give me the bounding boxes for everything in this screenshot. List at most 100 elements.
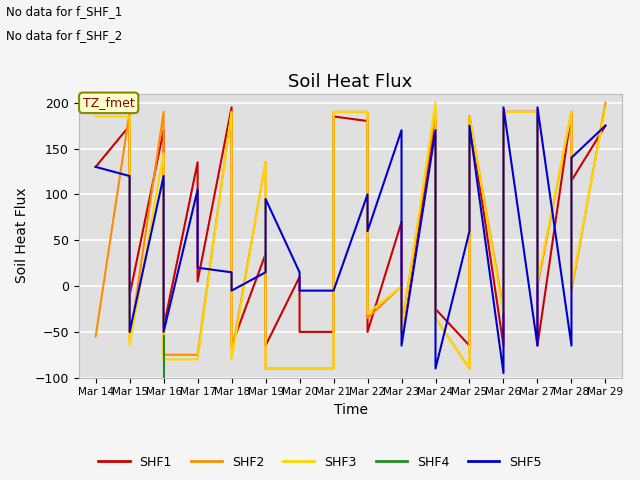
SHF1 xyxy=(534,109,541,115)
SHF3 xyxy=(126,114,134,120)
SHF5 xyxy=(126,173,134,179)
SHF5 xyxy=(262,196,269,202)
SHF2 xyxy=(262,159,269,165)
SHF5 xyxy=(466,228,474,234)
SHF5 xyxy=(330,288,337,293)
SHF1 xyxy=(568,109,575,115)
SHF1 xyxy=(397,329,405,335)
Text: TZ_fmet: TZ_fmet xyxy=(83,96,134,109)
SHF1 xyxy=(431,118,439,124)
SHF2 xyxy=(568,288,575,293)
SHF3 xyxy=(397,283,405,289)
SHF5 xyxy=(466,123,474,129)
SHF1 xyxy=(568,178,575,183)
SHF1 xyxy=(500,343,508,348)
SHF2 xyxy=(602,100,609,106)
SHF3 xyxy=(534,109,541,115)
Title: Soil Heat Flux: Soil Heat Flux xyxy=(289,72,413,91)
SHF2 xyxy=(92,334,99,339)
SHF3 xyxy=(364,311,371,316)
SHF2 xyxy=(194,352,202,358)
SHF1 xyxy=(126,292,134,298)
SHF1 xyxy=(262,251,269,257)
SHF1 xyxy=(534,343,541,348)
SHF1 xyxy=(431,306,439,312)
SHF3 xyxy=(431,315,439,321)
SHF2 xyxy=(262,366,269,372)
SHF2 xyxy=(500,109,508,115)
Line: SHF2: SHF2 xyxy=(95,103,605,369)
SHF1 xyxy=(228,343,236,348)
SHF3 xyxy=(500,311,508,316)
Line: SHF5: SHF5 xyxy=(95,108,605,373)
SHF3 xyxy=(397,329,405,335)
SHF5 xyxy=(431,366,439,372)
SHF3 xyxy=(160,357,168,362)
SHF2 xyxy=(160,352,168,358)
SHF2 xyxy=(466,366,474,372)
SHF5 xyxy=(431,127,439,133)
SHF5 xyxy=(296,269,303,275)
SHF3 xyxy=(296,366,303,372)
SHF2 xyxy=(568,109,575,115)
SHF2 xyxy=(534,283,541,289)
SHF1 xyxy=(92,164,99,170)
SHF2 xyxy=(228,109,236,115)
SHF5 xyxy=(330,288,337,293)
SHF1 xyxy=(364,329,371,335)
SHF3 xyxy=(194,357,202,362)
SHF5 xyxy=(160,173,168,179)
SHF5 xyxy=(228,288,236,293)
SHF1 xyxy=(296,329,303,335)
SHF5 xyxy=(534,343,541,348)
SHF5 xyxy=(126,329,134,335)
SHF3 xyxy=(296,366,303,372)
SHF5 xyxy=(500,370,508,376)
SHF2 xyxy=(397,283,405,289)
SHF2 xyxy=(431,109,439,115)
SHF1 xyxy=(194,159,202,165)
SHF2 xyxy=(500,306,508,312)
SHF3 xyxy=(228,109,236,115)
SHF1 xyxy=(397,219,405,225)
SHF1 xyxy=(262,343,269,348)
SHF1 xyxy=(160,127,168,133)
SHF5 xyxy=(500,105,508,110)
SHF1 xyxy=(466,343,474,348)
SHF2 xyxy=(228,352,236,358)
SHF5 xyxy=(397,127,405,133)
SHF1 xyxy=(466,114,474,120)
SHF2 xyxy=(296,366,303,372)
SHF5 xyxy=(228,269,236,275)
SHF3 xyxy=(160,150,168,156)
SHF2 xyxy=(330,366,337,372)
SHF4 xyxy=(160,334,168,339)
SHF3 xyxy=(466,114,474,120)
SHF5 xyxy=(160,329,168,335)
SHF2 xyxy=(126,338,134,344)
SHF5 xyxy=(194,265,202,271)
SHF3 xyxy=(602,105,609,110)
SHF4 xyxy=(160,375,168,381)
SHF2 xyxy=(431,315,439,321)
SHF2 xyxy=(397,324,405,330)
SHF2 xyxy=(126,109,134,115)
SHF5 xyxy=(568,343,575,348)
SHF3 xyxy=(534,278,541,284)
SHF5 xyxy=(602,123,609,129)
SHF1 xyxy=(194,278,202,284)
SHF1 xyxy=(330,329,337,335)
SHF3 xyxy=(500,109,508,115)
SHF1 xyxy=(296,274,303,280)
Line: SHF1: SHF1 xyxy=(95,108,605,346)
SHF3 xyxy=(92,114,99,120)
SHF2 xyxy=(466,114,474,120)
SHF5 xyxy=(534,105,541,110)
SHF5 xyxy=(364,228,371,234)
SHF3 xyxy=(568,283,575,289)
Legend: SHF1, SHF2, SHF3, SHF4, SHF5: SHF1, SHF2, SHF3, SHF4, SHF5 xyxy=(93,451,547,474)
Y-axis label: Soil Heat Flux: Soil Heat Flux xyxy=(15,188,29,284)
SHF3 xyxy=(330,366,337,372)
SHF3 xyxy=(262,366,269,372)
SHF3 xyxy=(228,357,236,362)
